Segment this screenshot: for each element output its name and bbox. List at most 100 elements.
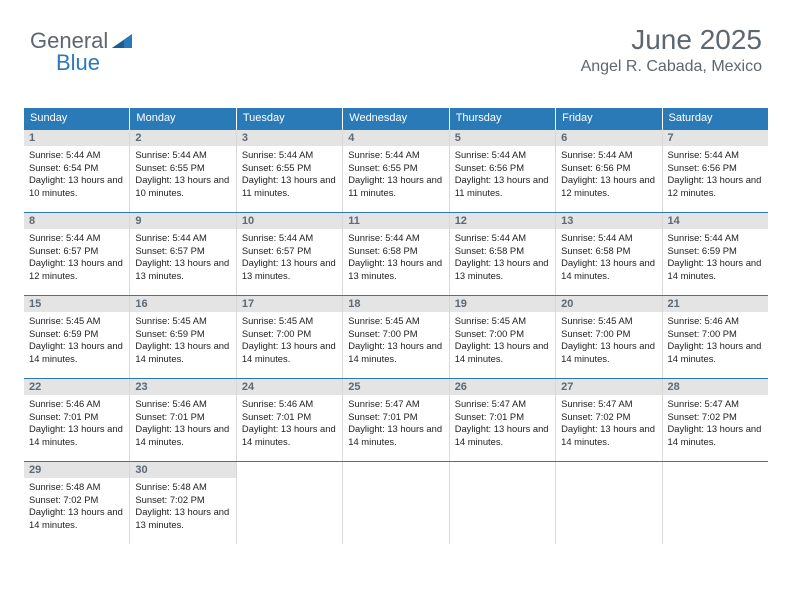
day-number: 15 xyxy=(24,296,129,312)
day-cell: 10Sunrise: 5:44 AMSunset: 6:57 PMDayligh… xyxy=(237,213,343,295)
weekday-header: Wednesday xyxy=(343,108,449,130)
day-number: 8 xyxy=(24,213,129,229)
sunset-line: Sunset: 6:59 PM xyxy=(135,328,230,341)
daylight-line: Daylight: 13 hours and 11 minutes. xyxy=(455,174,550,199)
sunset-line: Sunset: 6:54 PM xyxy=(29,162,124,175)
sunrise-line: Sunrise: 5:44 AM xyxy=(135,149,230,162)
sunset-line: Sunset: 6:57 PM xyxy=(242,245,337,258)
sunset-line: Sunset: 6:56 PM xyxy=(668,162,763,175)
weekday-header: Tuesday xyxy=(237,108,343,130)
day-details: Sunrise: 5:46 AMSunset: 7:01 PMDaylight:… xyxy=(130,395,235,454)
day-number: 26 xyxy=(450,379,555,395)
day-number: 9 xyxy=(130,213,235,229)
day-details: Sunrise: 5:45 AMSunset: 7:00 PMDaylight:… xyxy=(556,312,661,371)
sunrise-line: Sunrise: 5:44 AM xyxy=(29,232,124,245)
day-details: Sunrise: 5:44 AMSunset: 6:58 PMDaylight:… xyxy=(556,229,661,288)
day-cell: 11Sunrise: 5:44 AMSunset: 6:58 PMDayligh… xyxy=(343,213,449,295)
day-details: Sunrise: 5:44 AMSunset: 6:57 PMDaylight:… xyxy=(130,229,235,288)
weekday-header-row: SundayMondayTuesdayWednesdayThursdayFrid… xyxy=(24,108,768,130)
day-cell: 3Sunrise: 5:44 AMSunset: 6:55 PMDaylight… xyxy=(237,130,343,212)
day-cell: 16Sunrise: 5:45 AMSunset: 6:59 PMDayligh… xyxy=(130,296,236,378)
sunrise-line: Sunrise: 5:44 AM xyxy=(135,232,230,245)
day-cell: 25Sunrise: 5:47 AMSunset: 7:01 PMDayligh… xyxy=(343,379,449,461)
daylight-line: Daylight: 13 hours and 13 minutes. xyxy=(135,257,230,282)
day-cell: 14Sunrise: 5:44 AMSunset: 6:59 PMDayligh… xyxy=(663,213,768,295)
daylight-line: Daylight: 13 hours and 10 minutes. xyxy=(29,174,124,199)
sunset-line: Sunset: 6:55 PM xyxy=(135,162,230,175)
day-cell: 6Sunrise: 5:44 AMSunset: 6:56 PMDaylight… xyxy=(556,130,662,212)
daylight-line: Daylight: 13 hours and 14 minutes. xyxy=(561,340,656,365)
sunset-line: Sunset: 6:57 PM xyxy=(135,245,230,258)
day-details: Sunrise: 5:44 AMSunset: 6:58 PMDaylight:… xyxy=(450,229,555,288)
sunrise-line: Sunrise: 5:45 AM xyxy=(561,315,656,328)
day-cell: 24Sunrise: 5:46 AMSunset: 7:01 PMDayligh… xyxy=(237,379,343,461)
sunrise-line: Sunrise: 5:44 AM xyxy=(668,149,763,162)
day-number: 6 xyxy=(556,130,661,146)
daylight-line: Daylight: 13 hours and 14 minutes. xyxy=(348,423,443,448)
day-number: 18 xyxy=(343,296,448,312)
sunset-line: Sunset: 7:01 PM xyxy=(348,411,443,424)
sunset-line: Sunset: 6:55 PM xyxy=(348,162,443,175)
day-details: Sunrise: 5:45 AMSunset: 7:00 PMDaylight:… xyxy=(450,312,555,371)
day-details: Sunrise: 5:48 AMSunset: 7:02 PMDaylight:… xyxy=(24,478,129,537)
day-details: Sunrise: 5:44 AMSunset: 6:57 PMDaylight:… xyxy=(237,229,342,288)
day-details: Sunrise: 5:44 AMSunset: 6:56 PMDaylight:… xyxy=(450,146,555,205)
daylight-line: Daylight: 13 hours and 14 minutes. xyxy=(135,340,230,365)
day-details: Sunrise: 5:47 AMSunset: 7:01 PMDaylight:… xyxy=(450,395,555,454)
day-cell: 26Sunrise: 5:47 AMSunset: 7:01 PMDayligh… xyxy=(450,379,556,461)
day-details: Sunrise: 5:46 AMSunset: 7:00 PMDaylight:… xyxy=(663,312,768,371)
location: Angel R. Cabada, Mexico xyxy=(581,58,762,76)
day-cell: 18Sunrise: 5:45 AMSunset: 7:00 PMDayligh… xyxy=(343,296,449,378)
logo-text-blue: Blue xyxy=(56,50,100,76)
day-details: Sunrise: 5:44 AMSunset: 6:55 PMDaylight:… xyxy=(237,146,342,205)
sunset-line: Sunset: 6:57 PM xyxy=(29,245,124,258)
day-cell xyxy=(343,462,449,544)
daylight-line: Daylight: 13 hours and 14 minutes. xyxy=(455,340,550,365)
sunset-line: Sunset: 6:55 PM xyxy=(242,162,337,175)
day-number: 10 xyxy=(237,213,342,229)
daylight-line: Daylight: 13 hours and 14 minutes. xyxy=(455,423,550,448)
daylight-line: Daylight: 13 hours and 12 minutes. xyxy=(668,174,763,199)
daylight-line: Daylight: 13 hours and 14 minutes. xyxy=(668,340,763,365)
day-cell: 17Sunrise: 5:45 AMSunset: 7:00 PMDayligh… xyxy=(237,296,343,378)
week-row: 22Sunrise: 5:46 AMSunset: 7:01 PMDayligh… xyxy=(24,379,768,462)
sunrise-line: Sunrise: 5:47 AM xyxy=(348,398,443,411)
day-details: Sunrise: 5:47 AMSunset: 7:02 PMDaylight:… xyxy=(663,395,768,454)
weekday-header: Thursday xyxy=(450,108,556,130)
sunset-line: Sunset: 7:02 PM xyxy=(561,411,656,424)
sunrise-line: Sunrise: 5:44 AM xyxy=(455,149,550,162)
day-cell: 29Sunrise: 5:48 AMSunset: 7:02 PMDayligh… xyxy=(24,462,130,544)
sunrise-line: Sunrise: 5:44 AM xyxy=(242,149,337,162)
day-number: 17 xyxy=(237,296,342,312)
daylight-line: Daylight: 13 hours and 14 minutes. xyxy=(29,340,124,365)
logo-line2: Blue xyxy=(56,50,100,76)
sunrise-line: Sunrise: 5:44 AM xyxy=(561,149,656,162)
sunset-line: Sunset: 7:01 PM xyxy=(242,411,337,424)
sunset-line: Sunset: 7:00 PM xyxy=(668,328,763,341)
sunset-line: Sunset: 6:58 PM xyxy=(348,245,443,258)
sunset-line: Sunset: 7:01 PM xyxy=(455,411,550,424)
day-cell: 21Sunrise: 5:46 AMSunset: 7:00 PMDayligh… xyxy=(663,296,768,378)
sunrise-line: Sunrise: 5:46 AM xyxy=(135,398,230,411)
day-number: 22 xyxy=(24,379,129,395)
day-number: 27 xyxy=(556,379,661,395)
day-details: Sunrise: 5:44 AMSunset: 6:55 PMDaylight:… xyxy=(130,146,235,205)
day-cell: 2Sunrise: 5:44 AMSunset: 6:55 PMDaylight… xyxy=(130,130,236,212)
day-number: 16 xyxy=(130,296,235,312)
day-details: Sunrise: 5:44 AMSunset: 6:58 PMDaylight:… xyxy=(343,229,448,288)
sunset-line: Sunset: 7:02 PM xyxy=(668,411,763,424)
day-cell: 28Sunrise: 5:47 AMSunset: 7:02 PMDayligh… xyxy=(663,379,768,461)
sunrise-line: Sunrise: 5:44 AM xyxy=(668,232,763,245)
day-details: Sunrise: 5:46 AMSunset: 7:01 PMDaylight:… xyxy=(24,395,129,454)
weekday-header: Sunday xyxy=(24,108,130,130)
weekday-header: Saturday xyxy=(663,108,768,130)
day-details: Sunrise: 5:44 AMSunset: 6:54 PMDaylight:… xyxy=(24,146,129,205)
sunset-line: Sunset: 7:00 PM xyxy=(455,328,550,341)
day-details: Sunrise: 5:44 AMSunset: 6:56 PMDaylight:… xyxy=(556,146,661,205)
weekday-header: Friday xyxy=(556,108,662,130)
day-details: Sunrise: 5:44 AMSunset: 6:59 PMDaylight:… xyxy=(663,229,768,288)
sunrise-line: Sunrise: 5:45 AM xyxy=(455,315,550,328)
sunrise-line: Sunrise: 5:44 AM xyxy=(561,232,656,245)
day-details: Sunrise: 5:44 AMSunset: 6:56 PMDaylight:… xyxy=(663,146,768,205)
daylight-line: Daylight: 13 hours and 11 minutes. xyxy=(348,174,443,199)
